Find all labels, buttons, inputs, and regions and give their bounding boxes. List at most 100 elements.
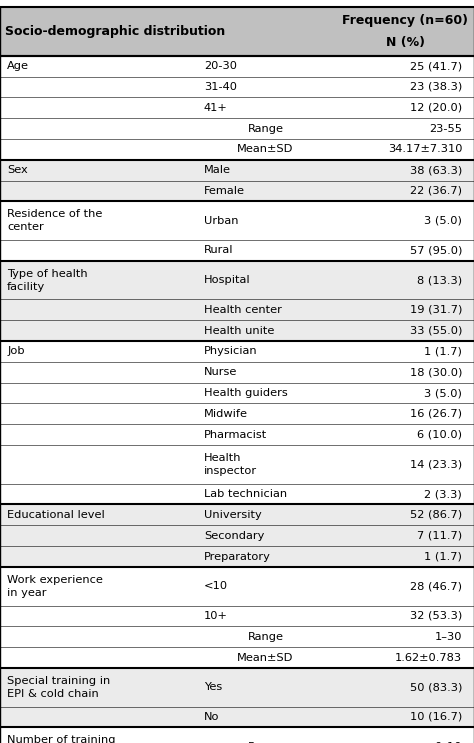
Text: 2 (3.3): 2 (3.3) [424, 489, 462, 499]
Bar [0, 647, 474, 668]
Bar [0, 567, 474, 606]
Text: Health guiders: Health guiders [204, 388, 288, 398]
Bar [0, 240, 474, 261]
Text: Hospital: Hospital [204, 275, 250, 285]
Text: Mean±SD: Mean±SD [237, 144, 293, 155]
Text: Educational level: Educational level [7, 510, 105, 520]
Text: 31-40: 31-40 [204, 82, 237, 92]
Bar [0, 403, 474, 424]
Text: 10+: 10+ [204, 611, 228, 621]
Text: Nurse: Nurse [204, 367, 237, 377]
Text: 0–10: 0–10 [435, 742, 462, 743]
Bar [0, 707, 474, 727]
Text: 19 (31.7): 19 (31.7) [410, 305, 462, 315]
Text: Pharmacist: Pharmacist [204, 429, 267, 440]
Text: 1 (1.7): 1 (1.7) [424, 346, 462, 357]
Bar [0, 383, 474, 403]
Text: Male: Male [204, 165, 231, 175]
Bar [0, 261, 474, 299]
Bar [0, 201, 474, 240]
Bar [0, 504, 474, 525]
Text: 32 (53.3): 32 (53.3) [410, 611, 462, 621]
Text: Health center: Health center [204, 305, 282, 315]
Text: N (%): N (%) [386, 36, 425, 49]
Text: 57 (95.0): 57 (95.0) [410, 245, 462, 256]
Text: Range: Range [247, 123, 283, 134]
Text: Health
inspector: Health inspector [204, 452, 257, 476]
Text: 7 (11.7): 7 (11.7) [417, 531, 462, 541]
Text: 10 (16.7): 10 (16.7) [410, 712, 462, 722]
Text: Number of training
courses: Number of training courses [7, 735, 116, 743]
Text: 6 (10.0): 6 (10.0) [417, 429, 462, 440]
Text: Socio-demographic distribution: Socio-demographic distribution [5, 25, 225, 38]
Text: No: No [204, 712, 219, 722]
Text: 16 (26.7): 16 (26.7) [410, 409, 462, 419]
Text: 34.17±7.310: 34.17±7.310 [388, 144, 462, 155]
Text: Residence of the
center: Residence of the center [7, 209, 102, 233]
Text: 1 (1.7): 1 (1.7) [424, 551, 462, 562]
Bar [0, 668, 474, 707]
Bar [0, 362, 474, 383]
Bar [0, 727, 474, 743]
Bar [0, 77, 474, 97]
Text: Urban: Urban [204, 215, 238, 226]
Text: Job: Job [7, 346, 25, 357]
Bar [0, 118, 474, 139]
Text: Frequency (n=60): Frequency (n=60) [342, 14, 468, 27]
Bar [0, 97, 474, 118]
Text: Age: Age [7, 61, 29, 71]
Bar [0, 424, 474, 445]
Text: 1.62±0.783: 1.62±0.783 [395, 652, 462, 663]
Text: 33 (55.0): 33 (55.0) [410, 325, 462, 336]
Text: Mean±SD: Mean±SD [237, 652, 293, 663]
Text: Lab technician: Lab technician [204, 489, 287, 499]
Text: 12 (20.0): 12 (20.0) [410, 103, 462, 113]
Text: Female: Female [204, 186, 245, 196]
Bar [0, 606, 474, 626]
Text: Range: Range [247, 742, 283, 743]
Text: Special training in
EPI & cold chain: Special training in EPI & cold chain [7, 675, 110, 699]
Bar [0, 56, 474, 77]
Text: 18 (30.0): 18 (30.0) [410, 367, 462, 377]
Text: Work experience
in year: Work experience in year [7, 574, 103, 598]
Text: Type of health
facility: Type of health facility [7, 268, 88, 292]
Bar [0, 320, 474, 341]
Text: Midwife: Midwife [204, 409, 248, 419]
Bar [0, 546, 474, 567]
Bar [0, 484, 474, 504]
Text: 1–30: 1–30 [435, 632, 462, 642]
Text: 14 (23.3): 14 (23.3) [410, 459, 462, 470]
Text: 23 (38.3): 23 (38.3) [410, 82, 462, 92]
Text: Physician: Physician [204, 346, 257, 357]
Text: Health unite: Health unite [204, 325, 274, 336]
Text: Rural: Rural [204, 245, 233, 256]
Bar [0, 341, 474, 362]
Text: 41+: 41+ [204, 103, 228, 113]
Text: 25 (41.7): 25 (41.7) [410, 61, 462, 71]
Bar [0, 160, 474, 181]
Bar [0, 139, 474, 160]
Text: University: University [204, 510, 262, 520]
Text: Preparatory: Preparatory [204, 551, 271, 562]
Text: 22 (36.7): 22 (36.7) [410, 186, 462, 196]
Text: 3 (5.0): 3 (5.0) [424, 215, 462, 226]
Text: 38 (63.3): 38 (63.3) [410, 165, 462, 175]
Bar [0, 445, 474, 484]
Text: Range: Range [247, 632, 283, 642]
Text: 3 (5.0): 3 (5.0) [424, 388, 462, 398]
Text: 50 (83.3): 50 (83.3) [410, 682, 462, 692]
Text: 20-30: 20-30 [204, 61, 237, 71]
Text: 23-55: 23-55 [429, 123, 462, 134]
Text: 52 (86.7): 52 (86.7) [410, 510, 462, 520]
Text: 8 (13.3): 8 (13.3) [417, 275, 462, 285]
Bar [0, 7, 474, 56]
Text: Yes: Yes [204, 682, 222, 692]
Bar [0, 525, 474, 546]
Bar [0, 299, 474, 320]
Text: <10: <10 [204, 581, 228, 591]
Text: 28 (46.7): 28 (46.7) [410, 581, 462, 591]
Bar [0, 626, 474, 647]
Bar [0, 181, 474, 201]
Text: Secondary: Secondary [204, 531, 264, 541]
Text: Sex: Sex [7, 165, 28, 175]
